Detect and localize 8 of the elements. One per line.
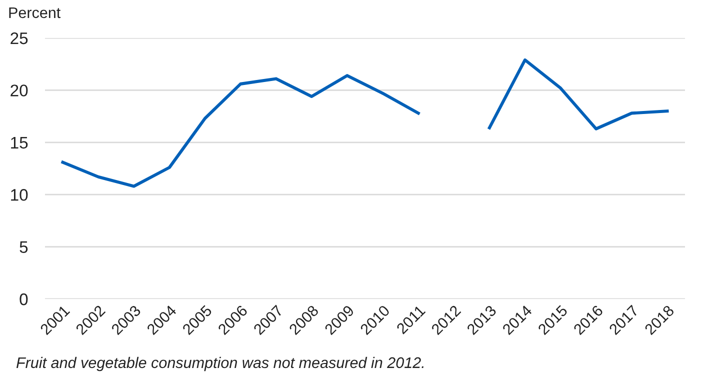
y-tick-label: 0 xyxy=(20,293,28,306)
y-tick-label: 10 xyxy=(11,189,28,201)
y-axis-title: Percent xyxy=(9,7,61,18)
text: Fruit and vegetable consumption was not measured in 2012. xyxy=(16,356,424,372)
y-tick-label: 20 xyxy=(10,84,28,96)
y-tick-label: 25 xyxy=(10,32,28,44)
y-tick-label: 5 xyxy=(20,241,28,254)
y-tick-label: 15 xyxy=(11,136,28,149)
